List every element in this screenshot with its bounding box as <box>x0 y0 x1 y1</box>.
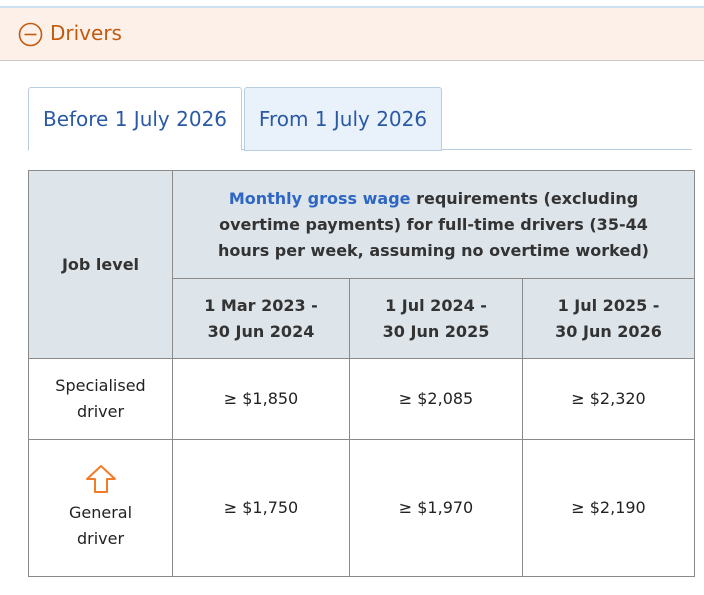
table-row: Specialised driver ≥ $1,850 ≥ $2,085 ≥ $2… <box>28 358 695 440</box>
wage-requirements-table: Job level Monthly gross wage requirement… <box>28 170 695 577</box>
up-arrow-icon <box>85 465 116 493</box>
job-level-header: Job level <box>28 170 173 359</box>
accordion-header-drivers[interactable]: Drivers <box>0 8 704 61</box>
wage-value-cell: ≥ $2,320 <box>522 358 695 440</box>
table-row: General driver ≥ $1,750 ≥ $1,970 ≥ $2,190 <box>28 439 695 577</box>
accordion-title: Drivers <box>50 21 122 45</box>
wage-value-cell: ≥ $2,085 <box>349 358 523 440</box>
tab-label: From 1 July 2026 <box>258 107 428 131</box>
period-header: 1 Mar 2023 -30 Jun 2024 <box>172 278 350 359</box>
job-level-cell: Specialised driver <box>28 358 173 440</box>
period-header: 1 Jul 2024 -30 Jun 2025 <box>349 278 523 359</box>
collapse-circle-minus-icon[interactable] <box>18 22 43 47</box>
tab-label: Before 1 July 2026 <box>42 107 228 131</box>
wage-value-cell: ≥ $1,750 <box>172 439 350 577</box>
header-description: requirements (excluding overtime payment… <box>218 188 649 260</box>
tab-before-1-july-2026[interactable]: Before 1 July 2026 <box>28 87 242 151</box>
monthly-gross-wage-link[interactable]: Monthly gross wage <box>228 188 411 208</box>
wage-value-cell: ≥ $1,850 <box>172 358 350 440</box>
wage-requirements-header: Monthly gross wage requirements (excludi… <box>172 170 695 279</box>
job-level-cell: General driver <box>28 439 173 577</box>
wage-value-cell: ≥ $1,970 <box>349 439 523 577</box>
tab-from-1-july-2026[interactable]: From 1 July 2026 <box>244 87 442 151</box>
wage-value-cell: ≥ $2,190 <box>522 439 695 577</box>
period-header: 1 Jul 2025 -30 Jun 2026 <box>522 278 695 359</box>
top-divider <box>0 6 704 8</box>
